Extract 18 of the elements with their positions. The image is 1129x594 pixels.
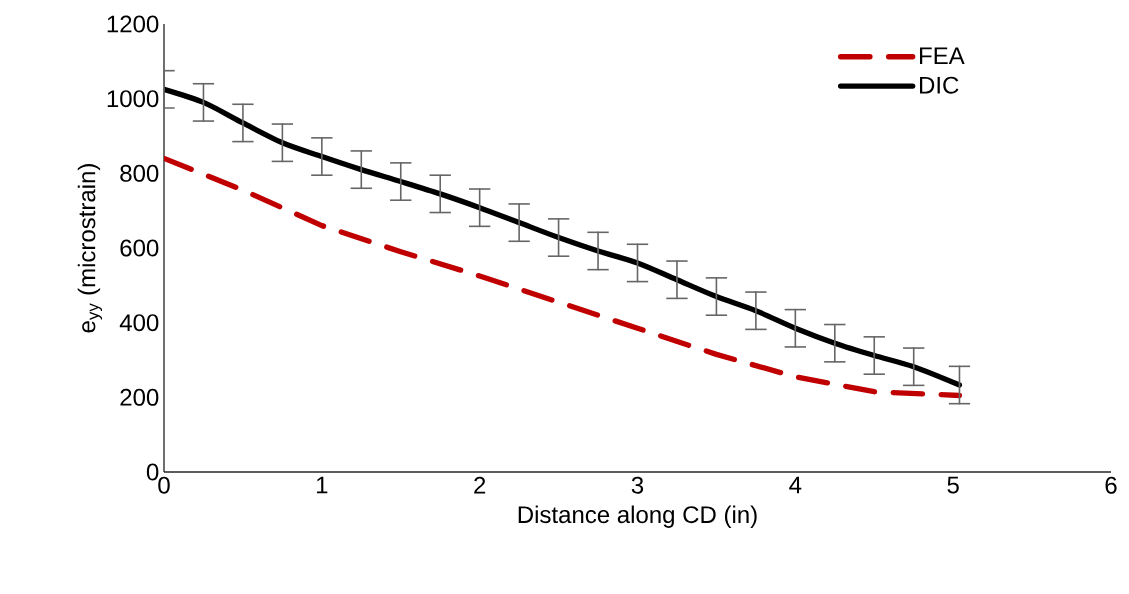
x-tick-label: 0 <box>158 476 170 494</box>
y-tick-label: 400 <box>119 314 159 332</box>
x-tick-label: 5 <box>947 476 959 494</box>
x-tick-label: 6 <box>1105 476 1117 494</box>
x-tick-label: 1 <box>316 476 328 494</box>
y-tick-label: 1200 <box>107 15 159 33</box>
y-tick-label: 1000 <box>107 90 159 108</box>
x-tick-label: 2 <box>474 476 486 494</box>
x-tick-label: 4 <box>789 476 802 494</box>
legend-label: FEA <box>919 47 965 65</box>
y-tick-label: 800 <box>120 164 159 182</box>
x-axis-title: Distance along CD (in) <box>518 505 757 528</box>
y-axis-title: e$_{yy}$ (microstrain) <box>77 164 103 333</box>
y-tick-label: 200 <box>120 388 159 406</box>
y-tick-label: 0 <box>146 463 159 481</box>
y-tick-label: 600 <box>120 239 159 257</box>
x-tick-label: 3 <box>631 476 644 494</box>
legend-label: DIC <box>919 76 959 94</box>
